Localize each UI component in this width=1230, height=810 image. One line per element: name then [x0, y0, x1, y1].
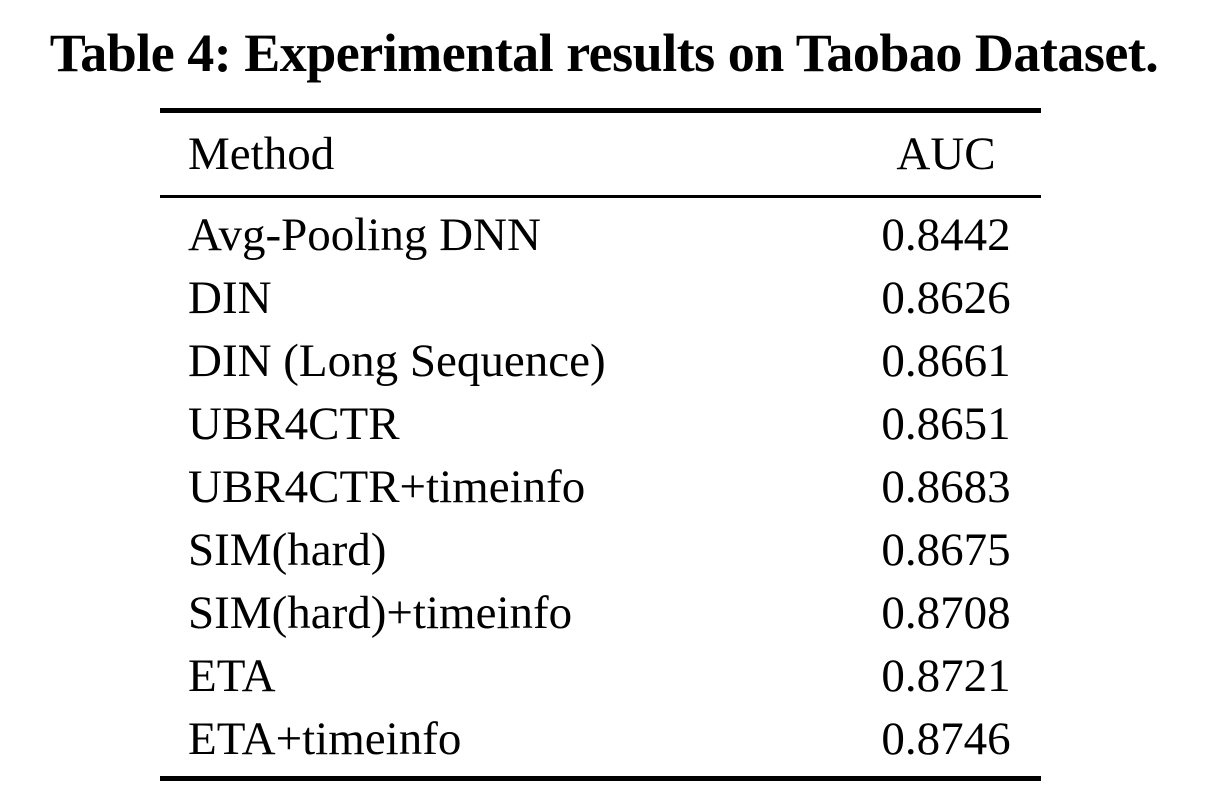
auc-cell: 0.8651 — [881, 397, 1011, 450]
table-row: UBR4CTR+timeinfo 0.8683 — [160, 455, 1041, 518]
table-body: Avg-Pooling DNN 0.8442 DIN 0.8626 DIN (L… — [160, 198, 1041, 776]
column-header-method: Method — [188, 128, 335, 180]
table-bottom-rule — [160, 776, 1041, 781]
column-header-auc: AUC — [896, 128, 996, 180]
table-row: DIN 0.8626 — [160, 266, 1041, 329]
method-cell: Avg-Pooling DNN — [188, 208, 541, 261]
table-caption: Table 4: Experimental results on Taobao … — [49, 23, 1159, 83]
method-cell: DIN (Long Sequence) — [188, 334, 606, 387]
auc-cell: 0.8675 — [881, 523, 1011, 576]
method-cell: DIN — [188, 271, 272, 324]
table-top-rule — [160, 108, 1041, 113]
table-row: UBR4CTR 0.8651 — [160, 392, 1041, 455]
method-cell: UBR4CTR — [188, 397, 400, 450]
method-cell: ETA — [188, 649, 276, 702]
auc-cell: 0.8442 — [881, 208, 1011, 261]
table-row: DIN (Long Sequence) 0.8661 — [160, 329, 1041, 392]
table-row: Avg-Pooling DNN 0.8442 — [160, 203, 1041, 266]
table-mid-rule — [160, 195, 1041, 198]
method-cell: SIM(hard)+timeinfo — [188, 586, 573, 639]
table-row: SIM(hard) 0.8675 — [160, 518, 1041, 581]
method-cell: ETA+timeinfo — [188, 712, 462, 765]
table-row: ETA 0.8721 — [160, 644, 1041, 707]
table-header-row: Method AUC — [160, 113, 1041, 195]
method-cell: UBR4CTR+timeinfo — [188, 460, 586, 513]
auc-cell: 0.8721 — [881, 649, 1011, 702]
auc-cell: 0.8626 — [881, 271, 1011, 324]
method-cell: SIM(hard) — [188, 523, 387, 576]
auc-cell: 0.8746 — [881, 712, 1011, 765]
auc-cell: 0.8683 — [881, 460, 1011, 513]
table-row: ETA+timeinfo 0.8746 — [160, 707, 1041, 770]
results-table: Method AUC Avg-Pooling DNN 0.8442 DIN 0.… — [160, 108, 1041, 781]
auc-cell: 0.8708 — [881, 586, 1011, 639]
table-row: SIM(hard)+timeinfo 0.8708 — [160, 581, 1041, 644]
auc-cell: 0.8661 — [881, 334, 1011, 387]
